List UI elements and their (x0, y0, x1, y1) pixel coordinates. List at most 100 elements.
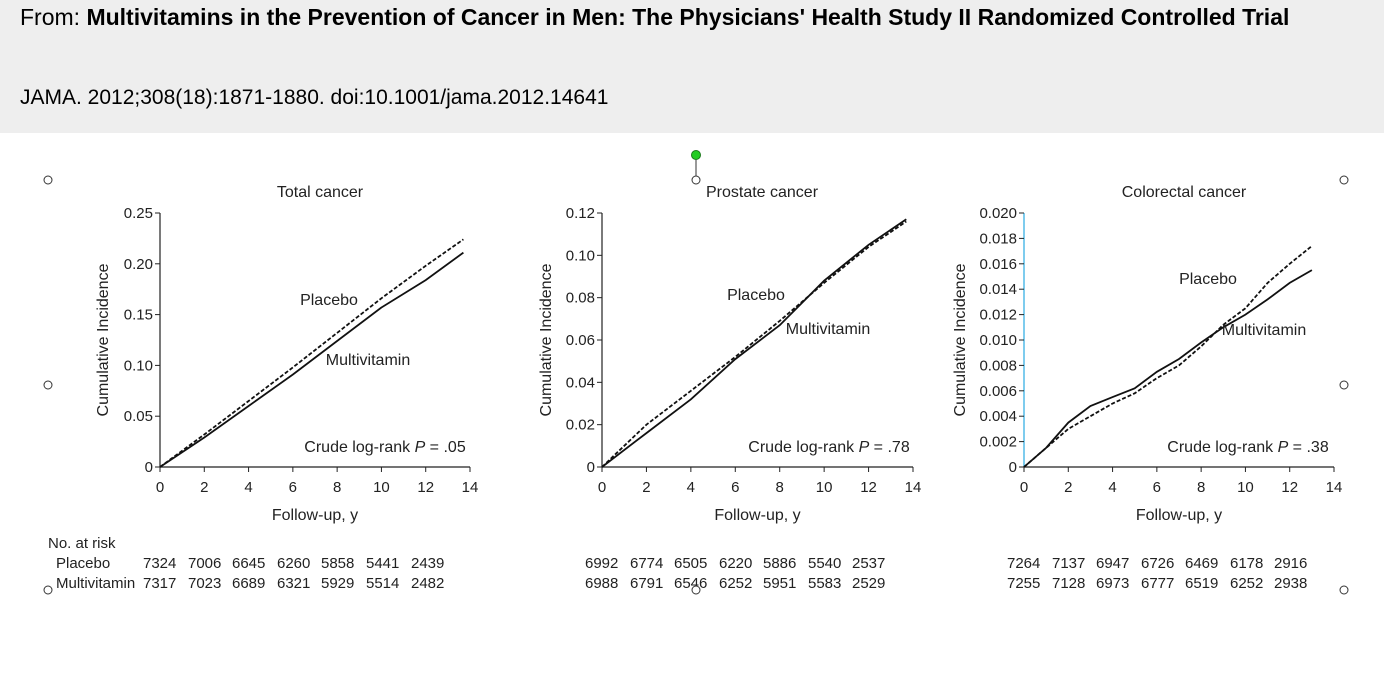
at-risk-value: 6689 (232, 575, 265, 592)
x-tick-label: 8 (333, 479, 341, 496)
at-risk-value: 6973 (1096, 575, 1129, 592)
at-risk-value: 7264 (1007, 555, 1040, 572)
p-value-annotation: Crude log-rank P = .38 (1167, 439, 1329, 456)
at-risk-label-multivitamin: Multivitamin (56, 575, 135, 592)
y-tick-label: 0.20 (124, 256, 153, 273)
x-tick-label: 10 (1237, 479, 1254, 496)
p-value-annotation: Crude log-rank P = .05 (304, 439, 466, 456)
at-risk-value: 7317 (143, 575, 176, 592)
resize-handle[interactable] (1339, 380, 1349, 390)
chart-panel-3: Colorectal cancer 0 2 4 6 8 10 12 14 0 0.002 0.004 0… (952, 184, 1342, 592)
y-axis-label: Cumulative Incidence (95, 263, 112, 416)
y-tick-label: 0.08 (566, 290, 595, 307)
series-line-multivitamin (1023, 269, 1313, 468)
at-risk-value: 7006 (188, 555, 221, 572)
x-axis-label: Follow-up, y (1136, 507, 1222, 524)
y-tick-label: 0.010 (979, 332, 1017, 349)
x-tick-label: 14 (905, 479, 922, 496)
chart-panel-1: Total cancer 0 2 4 6 8 10 12 14 0 0.05 0.10 0.15 0.20… (95, 184, 478, 592)
x-tick-label: 10 (373, 479, 390, 496)
figure-header: From: Multivitamins in the Prevention of… (0, 0, 1384, 133)
y-tick-label: 0.25 (124, 205, 153, 222)
rotate-handle[interactable] (691, 150, 701, 160)
y-axis-label: Cumulative Incidence (538, 263, 555, 416)
at-risk-value: 7255 (1007, 575, 1040, 592)
y-tick-label: 0.004 (979, 408, 1017, 425)
resize-handle[interactable] (43, 585, 53, 595)
at-risk-value: 6947 (1096, 555, 1129, 572)
at-risk-value: 6992 (585, 555, 618, 572)
y-tick-label: 0.12 (566, 205, 595, 222)
at-risk-value: 6178 (1230, 555, 1263, 572)
at-risk-value: 7137 (1052, 555, 1085, 572)
y-tick-label: 0 (145, 459, 153, 476)
resize-handle[interactable] (43, 380, 53, 390)
x-tick-label: 14 (1326, 479, 1343, 496)
x-tick-label: 0 (1020, 479, 1028, 496)
resize-handle[interactable] (1339, 175, 1349, 185)
at-risk-value: 5929 (321, 575, 354, 592)
x-tick-label: 6 (1153, 479, 1161, 496)
series-line-placebo (159, 238, 464, 468)
y-tick-label: 0.016 (979, 256, 1017, 273)
at-risk-value: 6469 (1185, 555, 1218, 572)
x-tick-label: 4 (687, 479, 695, 496)
series-line-placebo (601, 220, 907, 468)
at-risk-value: 6321 (277, 575, 310, 592)
x-tick-label: 0 (598, 479, 606, 496)
article-title[interactable]: Multivitamins in the Prevention of Cance… (86, 4, 1290, 30)
series-line-placebo (1023, 245, 1313, 468)
at-risk-value: 2537 (852, 555, 885, 572)
at-risk-value: 6519 (1185, 575, 1218, 592)
x-axis-label: Follow-up, y (272, 507, 358, 524)
y-tick-label: 0.018 (979, 230, 1017, 247)
x-tick-label: 12 (417, 479, 434, 496)
y-tick-label: 0 (1009, 459, 1017, 476)
y-tick-label: 0.020 (979, 205, 1017, 222)
at-risk-value: 2916 (1274, 555, 1307, 572)
resize-handle[interactable] (691, 175, 701, 185)
series-label-multivitamin: Multivitamin (786, 321, 870, 338)
resize-handle[interactable] (1339, 585, 1349, 595)
at-risk-value: 6777 (1141, 575, 1174, 592)
series-label-multivitamin: Multivitamin (1222, 322, 1306, 339)
at-risk-title: No. at risk (48, 535, 116, 552)
at-risk-value: 5441 (366, 555, 399, 572)
x-tick-label: 2 (1064, 479, 1072, 496)
chart-title: Prostate cancer (706, 184, 819, 201)
y-tick-label: 0.10 (566, 247, 595, 264)
at-risk-value: 6774 (630, 555, 663, 572)
p-value-annotation: Crude log-rank P = .78 (748, 439, 910, 456)
resize-handle[interactable] (43, 175, 53, 185)
chart-title: Colorectal cancer (1122, 184, 1247, 201)
at-risk-value: 5886 (763, 555, 796, 572)
at-risk-value: 6645 (232, 555, 265, 572)
x-tick-label: 4 (244, 479, 252, 496)
at-risk-value: 2439 (411, 555, 444, 572)
x-tick-label: 8 (776, 479, 784, 496)
chart-title: Total cancer (277, 184, 364, 201)
resize-handle[interactable] (691, 585, 701, 595)
at-risk-value: 6726 (1141, 555, 1174, 572)
x-axis-label: Follow-up, y (714, 507, 800, 524)
series-line-multivitamin (159, 251, 464, 468)
x-tick-label: 12 (860, 479, 877, 496)
at-risk-value: 5540 (808, 555, 841, 572)
at-risk-label-placebo: Placebo (56, 555, 110, 572)
at-risk-value: 2482 (411, 575, 444, 592)
y-tick-label: 0.014 (979, 281, 1017, 298)
x-tick-label: 4 (1108, 479, 1116, 496)
at-risk-value: 6252 (1230, 575, 1263, 592)
at-risk-value: 2529 (852, 575, 885, 592)
at-risk-value: 6791 (630, 575, 663, 592)
x-tick-label: 2 (200, 479, 208, 496)
y-tick-label: 0.002 (979, 434, 1017, 451)
y-tick-label: 0.02 (566, 417, 595, 434)
y-tick-label: 0.006 (979, 383, 1017, 400)
y-tick-label: 0.04 (566, 374, 595, 391)
at-risk-value: 6505 (674, 555, 707, 572)
figure-title: From: Multivitamins in the Prevention of… (20, 2, 1350, 33)
x-tick-label: 0 (156, 479, 164, 496)
at-risk-value: 6546 (674, 575, 707, 592)
